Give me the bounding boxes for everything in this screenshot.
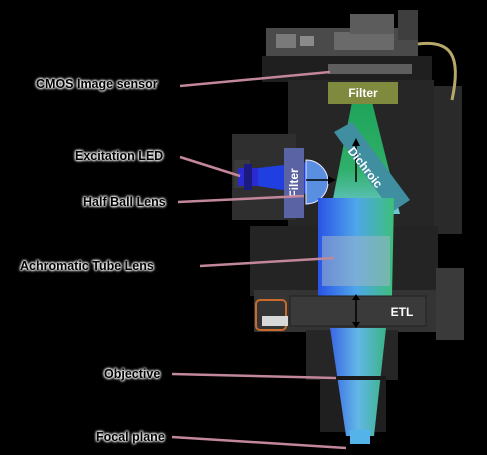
- callout-line-led: [179, 155, 241, 178]
- objective-label: Objective: [104, 367, 161, 381]
- tube-lens-label: Achromatic Tube Lens: [20, 259, 154, 273]
- cmos-sensor-label: CMOS Image sensor: [36, 77, 158, 91]
- excitation-led-label: Excitation LED: [75, 149, 164, 163]
- filter-top-label: Filter: [348, 86, 378, 100]
- emission-arrow: [352, 138, 360, 182]
- callout-line-tube: [199, 256, 335, 268]
- callout-line-focal: [171, 435, 347, 450]
- sensor-board: [262, 10, 432, 82]
- filter-side: [284, 148, 304, 218]
- objective: [330, 328, 386, 436]
- callout-lines: [171, 70, 347, 450]
- half-ball-lens-label: Half Ball Lens: [83, 195, 166, 209]
- half-ball-lens: [305, 159, 329, 205]
- filter-top: [328, 82, 398, 104]
- etl: [289, 294, 427, 328]
- etl-label: ETL: [391, 305, 414, 319]
- tube-lens: [322, 236, 390, 286]
- filter-side-label: Filter: [287, 168, 301, 198]
- callout-line-objective: [171, 372, 337, 380]
- excitation-led: [238, 164, 262, 190]
- focal-plane-tip: [350, 430, 370, 444]
- callout-line-cmos: [179, 70, 331, 88]
- excitation-arrow: [306, 176, 336, 184]
- focal-plane-label: Focal plane: [96, 430, 165, 444]
- callout-line-lens: [177, 194, 305, 204]
